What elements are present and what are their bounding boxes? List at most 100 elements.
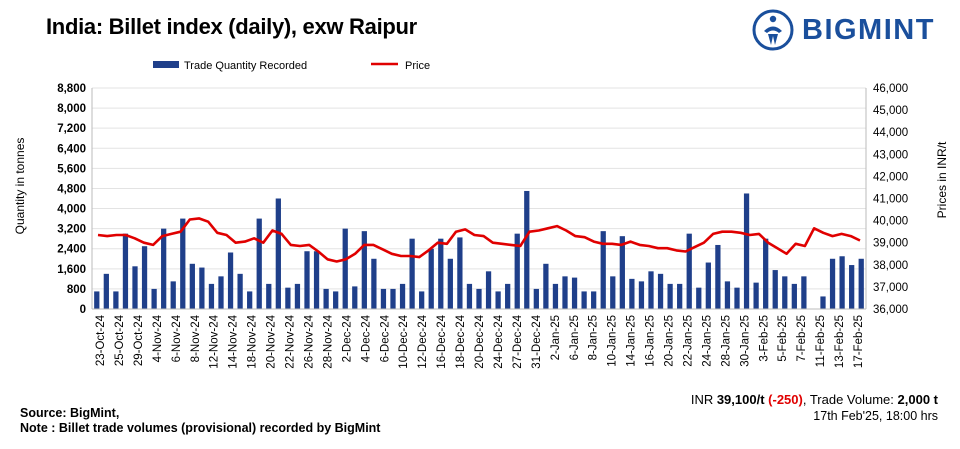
x-tick-label: 20-Nov-24	[266, 314, 278, 368]
chart-title: India: Billet index (daily), exw Raipur	[46, 14, 417, 39]
x-tick-label: 24-Jan-25	[701, 315, 713, 367]
x-tick-label: 20-Dec-24	[474, 314, 486, 368]
right-tick-label: 42,000	[873, 171, 908, 183]
quantity-bar	[638, 281, 645, 309]
source-note: Source: BigMint, Note : Billet trade vol…	[20, 406, 380, 436]
right-axis-title: Prices in INR/t	[935, 141, 949, 218]
quantity-bar	[734, 287, 740, 309]
price-prefix: INR	[690, 392, 717, 407]
right-tick-label: 37,000	[873, 282, 908, 294]
x-tick-label: 2-Dec-24	[341, 314, 353, 362]
x-tick-label: 16-Jan-25	[645, 315, 657, 367]
x-tick-label: 3-Feb-25	[758, 315, 770, 362]
right-tick-label: 36,000	[873, 304, 908, 316]
x-tick-label: 28-Jan-25	[720, 315, 732, 367]
quantity-bars	[94, 190, 864, 309]
x-tick-label: 10-Jan-25	[607, 315, 619, 367]
quantity-bar	[514, 233, 520, 309]
right-tick-label: 40,000	[873, 216, 908, 228]
left-tick-label: 8,000	[57, 103, 86, 115]
quantity-bar	[266, 283, 272, 309]
quantity-bar	[294, 283, 301, 309]
left-axis-title: Quantity in tonnes	[13, 138, 27, 235]
quantity-bar	[619, 236, 625, 309]
gridlines	[92, 87, 866, 290]
quantity-bar	[103, 273, 109, 309]
note-text: Note : Billet trade volumes (provisional…	[20, 421, 381, 435]
quantity-bar	[505, 283, 511, 309]
x-tick-label: 27-Dec-24	[512, 314, 524, 368]
quantity-bar	[820, 296, 826, 309]
quantity-bar	[247, 291, 253, 309]
quantity-bar	[170, 281, 176, 309]
quantity-bar	[696, 287, 702, 309]
quantity-bar	[552, 283, 559, 309]
quantity-bar	[371, 258, 377, 309]
quantity-bar	[839, 256, 845, 309]
quantity-bar	[629, 278, 635, 309]
quantity-bar	[782, 276, 788, 309]
volume-label: , Trade Volume:	[802, 392, 898, 407]
x-tick-label: 14-Jan-25	[626, 315, 638, 367]
right-tick-label: 45,000	[873, 105, 908, 117]
quantity-bar	[419, 291, 425, 309]
quantity-bar	[533, 288, 539, 309]
quantity-bar	[304, 251, 310, 309]
quantity-bar	[562, 276, 568, 309]
quantity-bar	[772, 270, 778, 309]
quantity-bar	[724, 281, 731, 309]
x-tick-label: 26-Nov-24	[303, 314, 315, 368]
x-tick-label: 11-Feb-25	[815, 315, 827, 367]
quantity-bar	[438, 238, 444, 309]
bigmint-logo-icon	[752, 9, 794, 51]
quantity-bar	[858, 258, 864, 309]
left-tick-label: 800	[67, 284, 86, 296]
legend-bar-label: Trade Quantity Recorded	[184, 60, 307, 72]
x-tick-label: 5-Feb-25	[777, 315, 789, 362]
quantity-bar	[390, 288, 396, 309]
quantity-bar	[743, 193, 750, 309]
x-tick-label: 23-Oct-24	[95, 314, 107, 366]
x-tick-label: 6-Dec-24	[379, 314, 391, 362]
quantity-bar	[791, 283, 797, 309]
quantity-bar	[285, 287, 291, 309]
right-tick-label: 46,000	[873, 83, 908, 95]
left-tick-label: 0	[80, 304, 86, 316]
quantity-bar	[657, 273, 664, 309]
quantity-bar	[161, 228, 167, 309]
x-tick-label: 6-Nov-24	[171, 314, 183, 362]
quantity-bar	[600, 231, 606, 309]
x-tick-label: 13-Feb-25	[834, 315, 846, 368]
quantity-bar	[715, 244, 721, 309]
quantity-bar	[141, 246, 148, 309]
quantity-bar	[829, 258, 836, 309]
quantity-bar	[524, 190, 530, 309]
quantity-bar	[677, 283, 683, 309]
volume-value: 2,000 t	[897, 392, 938, 407]
x-tick-label: 4-Dec-24	[360, 314, 372, 362]
right-axis-ticks: 36,000 37,000 38,000 39,000 40,000 41,000 42,0…	[873, 83, 908, 316]
x-tick-label: 4-Nov-24	[152, 314, 164, 362]
price-change: (-250)	[768, 392, 803, 407]
legend: Trade Quantity Recorded Price	[153, 60, 430, 72]
x-tick-label: 7-Feb-25	[796, 315, 808, 362]
right-tick-label: 44,000	[873, 127, 908, 139]
quantity-bar	[113, 291, 119, 309]
x-tick-label: 12-Dec-24	[417, 314, 429, 368]
quantity-bar	[323, 288, 329, 309]
right-tick-label: 41,000	[873, 194, 908, 206]
quantity-bar	[399, 283, 406, 309]
quantity-bar	[543, 263, 549, 309]
quantity-bar	[571, 277, 578, 309]
left-tick-label: 4,800	[57, 183, 86, 195]
quantity-bar	[763, 238, 769, 309]
quantity-bar	[801, 276, 807, 309]
left-tick-label: 3,200	[57, 224, 86, 236]
x-tick-label: 20-Jan-25	[664, 315, 676, 367]
quantity-bar	[275, 198, 281, 309]
quantity-bar	[495, 291, 501, 309]
quantity-bar	[122, 233, 129, 309]
x-tick-label: 2-Jan-25	[550, 315, 562, 360]
quantity-bar	[476, 288, 482, 309]
